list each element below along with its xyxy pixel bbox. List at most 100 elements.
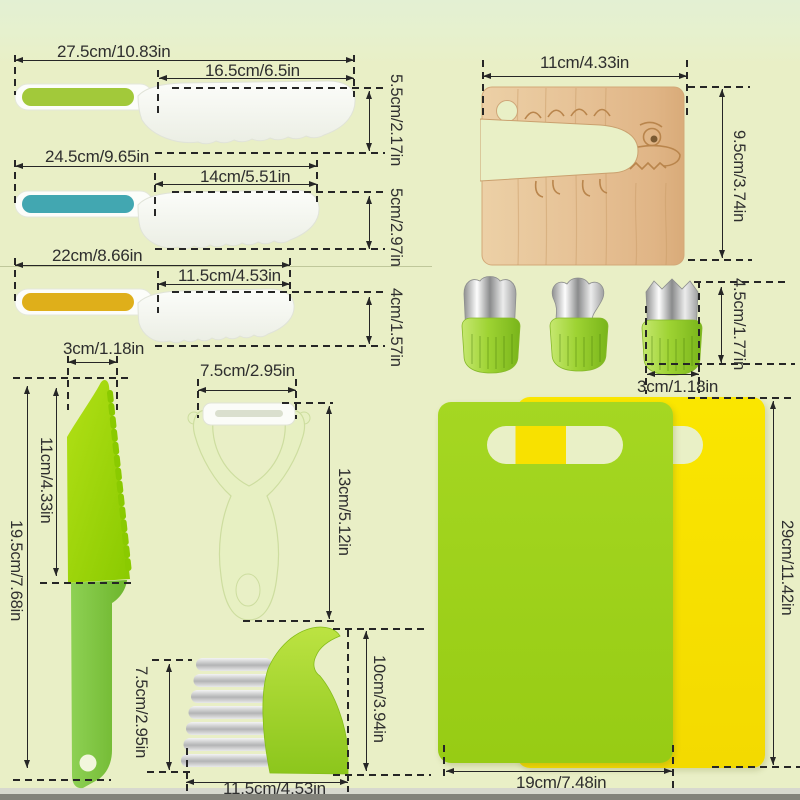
dim-line xyxy=(688,86,750,88)
dim-line xyxy=(116,356,118,410)
background-seam xyxy=(0,266,432,267)
dim-label-knife-large-height: 5.5cm/2.17in xyxy=(387,74,405,167)
dim-line xyxy=(353,55,355,97)
dim-label-knife-large-blade: 16.5cm/6.5in xyxy=(205,61,300,80)
dim-label-lettuce-blade-width: 3cm/1.18in xyxy=(63,339,145,358)
dim-label-crinkle-width: 11.5cm/4.53in xyxy=(223,779,326,798)
dim-arrow xyxy=(365,297,372,344)
dim-arrow xyxy=(325,406,332,619)
dim-label-boards-height: 29cm/11.42in xyxy=(778,520,796,616)
dim-line xyxy=(347,630,349,792)
dim-arrow xyxy=(165,664,172,770)
floor-edge-dark xyxy=(0,794,800,800)
dim-arrow xyxy=(717,287,724,363)
floor-edge-light xyxy=(0,788,800,794)
dim-label-knife-small-blade: 11.5cm/4.53in xyxy=(178,266,281,285)
dim-label-knife-medium-height: 5cm/2.97in xyxy=(387,188,405,267)
nylon-knife-medium-image xyxy=(14,189,320,250)
dim-arrow xyxy=(365,196,372,249)
dim-arrow xyxy=(15,261,290,268)
dim-arrow xyxy=(23,386,30,768)
dim-line xyxy=(243,620,338,622)
dim-label-crinkle-total-height: 10cm/3.94in xyxy=(370,655,388,743)
dim-line xyxy=(688,259,752,261)
peeler-image xyxy=(187,402,311,621)
dim-line xyxy=(688,397,796,399)
dim-label-cutters-width: 3cm/1.18in xyxy=(637,377,719,396)
dim-arrow xyxy=(446,767,672,774)
dim-line xyxy=(172,291,385,293)
dim-line xyxy=(694,281,790,283)
dim-line xyxy=(282,402,333,404)
dim-arrow xyxy=(15,162,317,169)
dim-label-boards-width: 19cm/7.48in xyxy=(516,773,607,792)
dim-line xyxy=(14,160,16,206)
cutting-board-green-handle-hole xyxy=(487,426,623,464)
dim-line xyxy=(289,258,291,306)
dim-label-chopper-width: 11cm/4.33in xyxy=(540,53,630,72)
dim-arrow xyxy=(769,401,776,765)
dim-label-lettuce-blade-length: 11cm/4.33in xyxy=(37,437,55,524)
dim-line xyxy=(40,582,132,584)
dim-arrow xyxy=(159,74,354,81)
dim-line xyxy=(157,271,159,313)
cutter-tulip xyxy=(549,277,609,372)
dim-line xyxy=(645,306,647,394)
dim-line xyxy=(154,173,156,217)
dim-arrow xyxy=(483,72,687,79)
dim-arrow xyxy=(52,388,59,576)
dim-line xyxy=(295,379,297,419)
dim-label-knife-medium-blade: 14cm/5.51in xyxy=(200,167,291,186)
dim-label-peeler-width: 7.5cm/2.95in xyxy=(200,361,295,380)
dim-line xyxy=(152,659,192,661)
dim-line xyxy=(155,248,385,250)
dim-line xyxy=(333,774,431,776)
dim-line xyxy=(482,60,484,116)
veggie-cutters-image xyxy=(461,276,703,376)
dim-line xyxy=(155,152,385,154)
dim-line xyxy=(316,160,318,202)
dim-line xyxy=(712,766,800,768)
dim-line xyxy=(172,87,384,89)
dim-line xyxy=(686,60,688,116)
dim-line xyxy=(147,771,195,773)
nylon-knife-large-image xyxy=(14,80,356,145)
dim-line xyxy=(333,628,429,630)
dim-arrow xyxy=(362,631,369,771)
dim-label-cutters-height: 4.5cm/1.77in xyxy=(730,278,748,371)
nylon-knife-small-image xyxy=(14,288,295,344)
dim-label-lettuce-total-length: 19.5cm/7.68in xyxy=(7,520,25,622)
dim-line xyxy=(672,745,674,792)
dim-line xyxy=(13,377,130,379)
dim-arrow xyxy=(186,778,348,785)
dim-arrow xyxy=(198,386,296,393)
dim-line xyxy=(698,281,700,393)
dim-line xyxy=(155,345,385,347)
dim-line xyxy=(13,779,111,781)
dim-line xyxy=(14,258,16,302)
dim-label-crinkle-blade-height: 7.5cm/2.95in xyxy=(132,666,150,759)
dim-arrow xyxy=(718,89,725,258)
dim-line xyxy=(14,55,16,95)
cutter-star xyxy=(641,278,703,376)
dim-line xyxy=(647,363,795,365)
dim-arrow xyxy=(68,358,117,365)
cutter-flower xyxy=(461,276,521,374)
lettuce-knife-image xyxy=(67,380,132,789)
dim-line xyxy=(197,379,199,418)
dim-line xyxy=(186,748,188,795)
dim-line xyxy=(443,745,445,780)
dim-line xyxy=(67,356,69,410)
dim-line xyxy=(172,191,385,193)
dim-label-knife-large-total: 27.5cm/10.83in xyxy=(57,42,171,61)
dim-label-peeler-height: 13cm/5.12in xyxy=(335,468,353,556)
dim-label-knife-medium-total: 24.5cm/9.65in xyxy=(45,147,150,166)
dim-line xyxy=(157,70,159,116)
dim-arrow xyxy=(647,370,699,377)
crinkle-cutter-image xyxy=(181,626,349,775)
dim-arrow xyxy=(155,180,317,187)
dim-label-knife-small-height: 4cm/1.57in xyxy=(387,288,405,367)
dim-label-knife-small-total: 22cm/8.66in xyxy=(52,246,143,265)
dim-arrow xyxy=(158,280,290,287)
